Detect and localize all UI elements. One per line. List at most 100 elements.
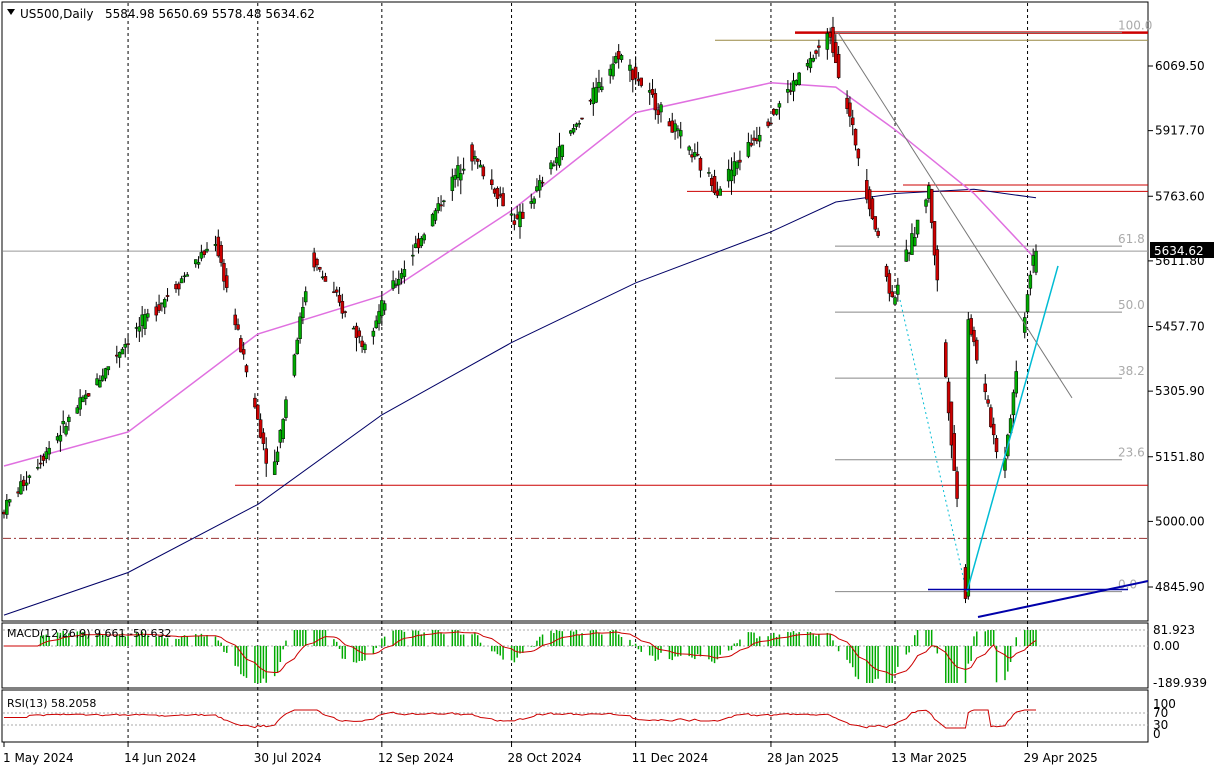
- candle-body: [213, 244, 218, 246]
- candle-body: [402, 269, 407, 277]
- time-label: 1 May 2024: [3, 751, 74, 765]
- macd-axis-label: -189.939: [1153, 676, 1207, 690]
- candle-body: [123, 344, 127, 348]
- candle-body: [332, 291, 336, 293]
- candle-body: [752, 137, 756, 141]
- candle-body: [397, 278, 401, 286]
- candle-body: [574, 123, 579, 127]
- candle-body: [1034, 250, 1038, 273]
- price-label: 5000.00: [1155, 514, 1205, 528]
- candle-body: [890, 291, 894, 297]
- candle-body: [788, 90, 793, 92]
- time-label: 29 Apr 2025: [1024, 751, 1098, 765]
- candle-body: [726, 168, 731, 182]
- candle-body: [470, 144, 474, 162]
- candle-body: [377, 311, 381, 324]
- candle-body: [47, 447, 51, 455]
- candle-body: [738, 159, 742, 163]
- candle-body: [808, 58, 813, 69]
- candle-body: [986, 399, 990, 404]
- rsi-pane[interactable]: [1, 689, 1149, 743]
- fib-level-label: 23.6: [1118, 446, 1145, 460]
- candle-body: [729, 169, 734, 182]
- candle-body: [120, 348, 125, 355]
- candle-body: [749, 142, 753, 146]
- candle-body: [182, 275, 187, 278]
- candle-body: [456, 165, 460, 178]
- candle-body: [735, 161, 739, 169]
- candle-body: [312, 252, 316, 268]
- collapse-triangle-icon[interactable]: [7, 9, 15, 15]
- candle-body: [732, 161, 737, 177]
- candle-body: [966, 319, 971, 597]
- candle-body: [100, 375, 105, 381]
- candle-body: [746, 142, 751, 157]
- candle-body: [222, 263, 226, 282]
- rsi-axis-label: 100: [1153, 697, 1176, 711]
- candle-body: [478, 164, 483, 168]
- candle-body: [416, 238, 421, 249]
- rsi-axis-label: 0: [1153, 727, 1161, 741]
- candle-body: [893, 297, 897, 305]
- candle-body: [193, 259, 198, 265]
- candle-body: [989, 407, 993, 428]
- candle-body: [58, 434, 63, 442]
- candle-body: [667, 121, 672, 127]
- candle-body: [134, 327, 139, 329]
- candle-body: [831, 26, 835, 53]
- candle-body: [239, 338, 243, 353]
- candle-body: [371, 330, 376, 337]
- candle-body: [876, 230, 880, 236]
- candle-body: [929, 189, 934, 223]
- candle-body: [244, 365, 249, 373]
- candle-body: [492, 188, 497, 194]
- candle-body: [284, 399, 288, 418]
- candle-body: [656, 109, 660, 116]
- candle-body: [554, 157, 559, 164]
- candle-body: [7, 499, 12, 503]
- candle-body: [913, 237, 917, 246]
- rsi-axis-label: 70: [1153, 706, 1168, 720]
- candle-body: [442, 200, 446, 203]
- candle-body: [535, 186, 539, 192]
- candle-body: [653, 93, 658, 111]
- candle-body: [932, 221, 937, 256]
- candle-body: [777, 103, 782, 108]
- candle-body: [650, 89, 655, 95]
- candle-body: [320, 276, 325, 279]
- candle-body: [577, 122, 581, 125]
- candle-body: [580, 117, 584, 120]
- candle-body: [253, 397, 257, 408]
- candle-body: [394, 283, 398, 286]
- macd-label: MACD(12,26,9) 9.661 -50.632: [7, 627, 171, 640]
- candle-body: [907, 252, 911, 255]
- candle-body: [619, 55, 624, 60]
- candle-body: [334, 289, 339, 293]
- candle-body: [628, 64, 632, 71]
- candle-body: [715, 190, 720, 196]
- candle-body: [95, 378, 99, 386]
- candle-body: [927, 185, 931, 199]
- candle-body: [834, 42, 838, 64]
- candle-body: [202, 250, 206, 255]
- candle-body: [301, 307, 305, 318]
- uptrend-line: [966, 265, 1059, 592]
- candle-body: [633, 66, 638, 79]
- candle-body: [537, 180, 542, 191]
- candle-body: [103, 368, 108, 379]
- candlesticks: [2, 16, 1038, 604]
- macd-signal-line: [4, 631, 1037, 676]
- candle-body: [631, 69, 635, 81]
- candle-body: [140, 314, 144, 327]
- candle-body: [154, 306, 159, 316]
- candle-body: [946, 381, 951, 414]
- candle-body: [5, 499, 9, 515]
- candle-body: [106, 366, 111, 371]
- candle-body: [647, 90, 652, 93]
- rsi-axis-label: 30: [1153, 718, 1168, 732]
- time-label: 12 Sep 2024: [378, 751, 454, 765]
- candle-body: [695, 153, 700, 156]
- candle-body: [264, 448, 268, 464]
- candle-body: [275, 451, 280, 462]
- candle-body: [910, 233, 914, 255]
